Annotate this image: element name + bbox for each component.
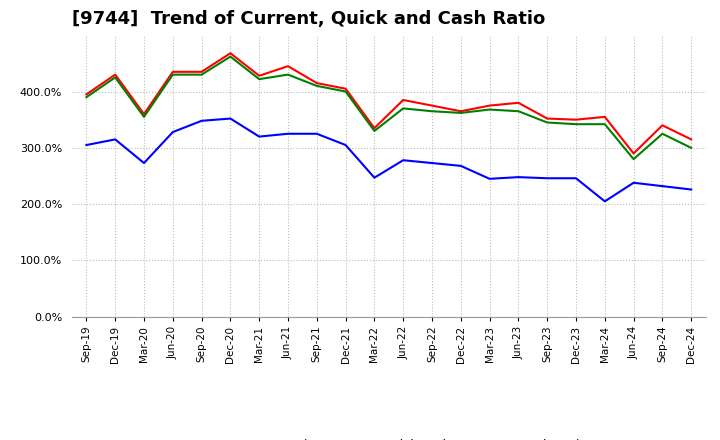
Cash Ratio — [629, 180, 638, 185]
Line: Quick Ratio: Quick Ratio — [86, 57, 691, 159]
Quick Ratio — [168, 72, 177, 77]
Cash Ratio — [284, 131, 292, 136]
Quick Ratio — [399, 106, 408, 111]
Cash Ratio — [600, 199, 609, 204]
Current Ratio — [428, 103, 436, 108]
Cash Ratio — [82, 143, 91, 148]
Quick Ratio — [226, 54, 235, 59]
Cash Ratio — [168, 129, 177, 135]
Quick Ratio — [485, 107, 494, 112]
Cash Ratio — [428, 161, 436, 166]
Line: Current Ratio: Current Ratio — [86, 53, 691, 154]
Cash Ratio — [341, 143, 350, 148]
Current Ratio — [284, 63, 292, 69]
Current Ratio — [168, 69, 177, 74]
Cash Ratio — [514, 175, 523, 180]
Quick Ratio — [543, 120, 552, 125]
Cash Ratio — [572, 176, 580, 181]
Quick Ratio — [255, 77, 264, 82]
Cash Ratio — [111, 137, 120, 142]
Current Ratio — [514, 100, 523, 106]
Current Ratio — [140, 111, 148, 117]
Quick Ratio — [370, 128, 379, 134]
Current Ratio — [82, 92, 91, 97]
Cash Ratio — [370, 175, 379, 180]
Quick Ratio — [284, 72, 292, 77]
Cash Ratio — [399, 158, 408, 163]
Current Ratio — [543, 116, 552, 121]
Legend: Current Ratio, Quick Ratio, Cash Ratio: Current Ratio, Quick Ratio, Cash Ratio — [186, 434, 592, 440]
Cash Ratio — [687, 187, 696, 192]
Current Ratio — [456, 109, 465, 114]
Current Ratio — [629, 151, 638, 156]
Current Ratio — [341, 86, 350, 92]
Quick Ratio — [197, 72, 206, 77]
Current Ratio — [111, 72, 120, 77]
Cash Ratio — [456, 163, 465, 169]
Cash Ratio — [658, 183, 667, 189]
Quick Ratio — [140, 114, 148, 120]
Quick Ratio — [111, 75, 120, 80]
Current Ratio — [687, 137, 696, 142]
Quick Ratio — [514, 109, 523, 114]
Quick Ratio — [82, 95, 91, 100]
Cash Ratio — [543, 176, 552, 181]
Quick Ratio — [687, 145, 696, 150]
Current Ratio — [658, 123, 667, 128]
Current Ratio — [600, 114, 609, 120]
Text: [9744]  Trend of Current, Quick and Cash Ratio: [9744] Trend of Current, Quick and Cash … — [72, 10, 545, 28]
Cash Ratio — [485, 176, 494, 181]
Quick Ratio — [456, 110, 465, 116]
Cash Ratio — [197, 118, 206, 124]
Quick Ratio — [572, 121, 580, 127]
Cash Ratio — [140, 161, 148, 166]
Current Ratio — [485, 103, 494, 108]
Current Ratio — [226, 51, 235, 56]
Current Ratio — [370, 125, 379, 131]
Current Ratio — [399, 97, 408, 103]
Quick Ratio — [600, 121, 609, 127]
Quick Ratio — [658, 131, 667, 136]
Current Ratio — [197, 69, 206, 74]
Cash Ratio — [312, 131, 321, 136]
Quick Ratio — [341, 89, 350, 94]
Cash Ratio — [226, 116, 235, 121]
Current Ratio — [312, 81, 321, 86]
Line: Cash Ratio: Cash Ratio — [86, 118, 691, 202]
Quick Ratio — [629, 157, 638, 162]
Quick Ratio — [428, 109, 436, 114]
Quick Ratio — [312, 83, 321, 88]
Current Ratio — [255, 73, 264, 78]
Current Ratio — [572, 117, 580, 122]
Cash Ratio — [255, 134, 264, 139]
